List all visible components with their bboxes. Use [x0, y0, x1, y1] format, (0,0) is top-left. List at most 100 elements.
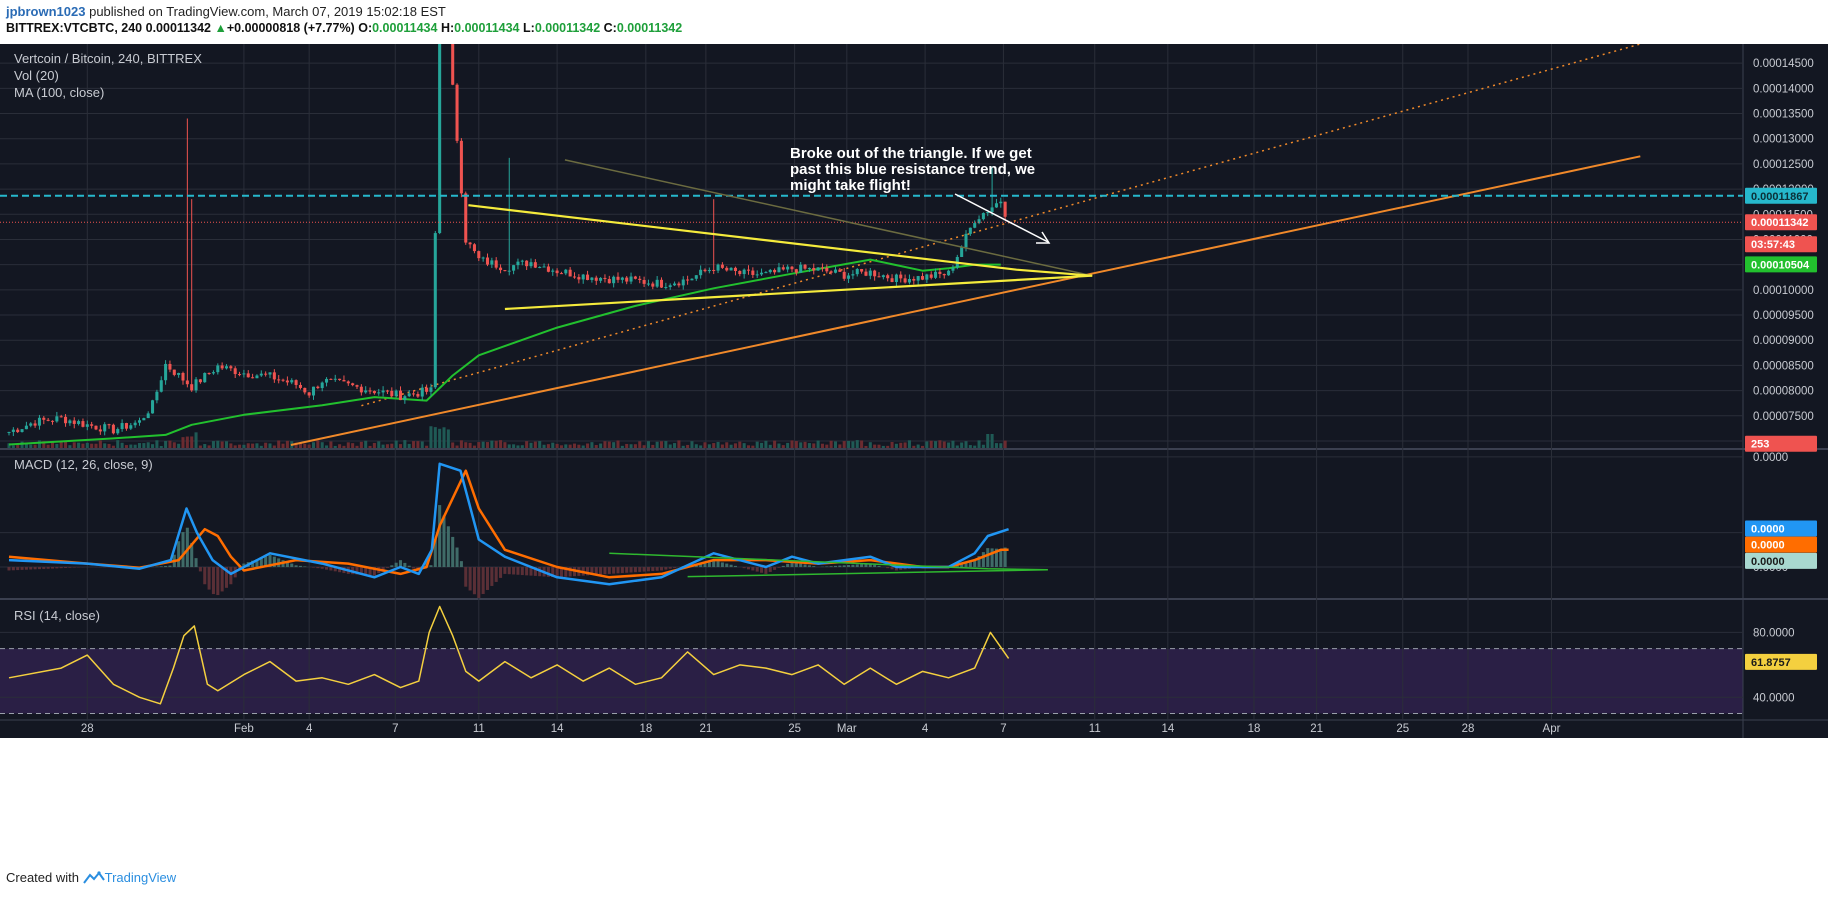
open-value: 0.00011434 [372, 21, 438, 35]
volume-bar [90, 443, 94, 448]
annotation-line-3[interactable]: might take flight! [790, 177, 911, 194]
volume-bar [329, 441, 333, 448]
macd-signal-line [8, 469, 1009, 579]
macd-histogram-bar [851, 564, 855, 568]
volume-bar [555, 443, 559, 448]
volume-bar [268, 443, 272, 448]
macd-histogram-bar [50, 567, 55, 569]
volume-bar [990, 434, 994, 448]
candle-body [686, 279, 690, 281]
candle-body [881, 275, 885, 278]
candle-body [659, 279, 664, 288]
volume-bar [890, 441, 894, 448]
volume-bar [359, 441, 363, 448]
candle-body [77, 421, 81, 424]
macd-histogram-bar [877, 565, 881, 568]
tradingview-brand[interactable]: TradingView [104, 870, 177, 885]
candle-body [198, 379, 202, 383]
macd-histogram-bar [385, 567, 389, 568]
volume-bar [316, 440, 320, 448]
triangle-upper-line [468, 204, 1093, 277]
annotation-line-2[interactable]: past this blue resistance trend, we [790, 161, 1035, 178]
volume-bar [625, 443, 629, 448]
candle-body [425, 387, 429, 392]
candle-body [50, 420, 55, 422]
macd-histogram-bar [42, 567, 46, 569]
macd-histogram-bar [629, 567, 633, 573]
publisher-line: jpbrown1023 published on TradingView.com… [6, 4, 446, 19]
annotation-line-1[interactable]: Broke out of the triangle. If we get [790, 145, 1032, 162]
price-tag-bg [1745, 187, 1817, 204]
macd-histogram-bar [164, 565, 168, 568]
volume-bar [124, 445, 128, 448]
macd-histogram-bar [316, 567, 320, 569]
candle-body [381, 390, 385, 393]
macd-histogram-bar [403, 562, 407, 568]
candle-body [612, 276, 616, 284]
macd-histogram-bar [190, 542, 194, 568]
candle-body [777, 267, 781, 273]
candle-body [707, 269, 711, 272]
triangle-lower-line [504, 274, 1093, 311]
x-tick-label: 28 [81, 723, 94, 735]
candle-body [29, 423, 33, 426]
candle-body [520, 260, 524, 262]
volume-bar [725, 442, 729, 448]
candle-body [251, 377, 255, 379]
candle-body [999, 201, 1003, 204]
candle-body [220, 365, 224, 369]
chart-canvas[interactable]: 28 Feb 4 7 11 14 18 21 25 Mar 4 7 11 14 18 21 25 28 Apr 0.… [0, 44, 1828, 861]
volume-bar [168, 440, 172, 448]
candle-body [625, 277, 629, 282]
volume-bar [651, 444, 655, 448]
volume-bar [50, 442, 55, 448]
candle-body [525, 260, 529, 267]
volume-bar [164, 440, 168, 448]
macd-histogram-bar [407, 565, 411, 568]
price-tag-bg [1745, 236, 1817, 253]
candle-body [468, 242, 472, 245]
candle-body [833, 269, 838, 273]
volume-bar [446, 429, 450, 448]
candle-body [886, 275, 890, 279]
candle-body [333, 378, 337, 380]
macd-histogram-bar [894, 567, 898, 571]
candle-body [85, 424, 89, 427]
candle-body [803, 264, 807, 269]
volume-bar [529, 442, 533, 448]
macd-histogram-bar [760, 567, 764, 573]
candle-body [355, 385, 359, 387]
macd-histogram-bar [633, 567, 637, 573]
chart-area[interactable]: 28 Feb 4 7 11 14 18 21 25 Mar 4 7 11 14 18 21 25 28 Apr 0.… [0, 44, 1828, 861]
publisher-username[interactable]: jpbrown1023 [6, 4, 86, 19]
candle-body [751, 270, 755, 275]
macd-histogram-bar [546, 567, 550, 577]
macd-histogram-bar [459, 561, 463, 568]
volume-bar [242, 444, 246, 448]
volume-bar [311, 442, 316, 448]
candle-body [820, 267, 824, 269]
candle-body [137, 420, 142, 423]
volume-bar [190, 436, 194, 448]
volume-bar [577, 444, 581, 448]
volume-bar [55, 443, 59, 448]
volume-bar [646, 441, 650, 448]
volume-bar [960, 442, 964, 448]
candle-body [303, 387, 307, 393]
volume-bar [907, 440, 911, 448]
macd-wedge-lower [687, 569, 1048, 578]
candle-body [346, 381, 350, 384]
macd-histogram-bar [477, 567, 481, 598]
candle-body [729, 267, 733, 271]
volume-bar [899, 442, 903, 448]
candle-body [712, 269, 716, 271]
candle-body [433, 233, 437, 388]
candle-body [825, 267, 829, 272]
y-tick-label: 0.00013000 [1753, 134, 1814, 146]
candle-body [907, 278, 911, 283]
macd-histogram-bar [20, 567, 24, 570]
candle-body [216, 365, 220, 373]
macd-histogram-bar [320, 567, 324, 569]
volume-bar [729, 444, 733, 448]
macd-histogram-bar [899, 567, 903, 570]
